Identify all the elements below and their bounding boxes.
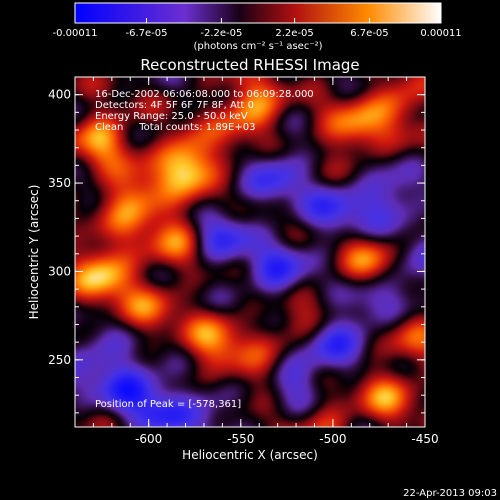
peak-position-label: Position of Peak = [-578,361] [95, 399, 241, 410]
y-tick-label: 300 [48, 264, 71, 278]
colorbar-ticks: -0.00011 -6.7e-05 -2.2e-05 2.2e-05 6.7e-05 0.… [53, 18, 462, 39]
colorbar-tick-label: -0.00011 [53, 28, 98, 39]
x-axis-label: Heliocentric X (arcsec) [182, 448, 318, 462]
x-tick-label: -450 [411, 432, 438, 446]
plot-frame [74, 76, 426, 428]
y-tick-label: 350 [48, 176, 71, 190]
annotation-energy-range: Energy Range: 25.0 - 50.0 keV [95, 111, 248, 122]
x-tick-label: -600 [135, 432, 162, 446]
x-tick-label: -500 [319, 432, 346, 446]
chart-title: Reconstructed RHESSI Image [140, 56, 359, 74]
y-axis-ticks: 250 300 350 400 [48, 76, 425, 414]
colorbar: -0.00011 -6.7e-05 -2.2e-05 2.2e-05 6.7e-05 0.… [53, 2, 462, 52]
colorbar-tick-label: -2.2e-05 [200, 28, 242, 39]
y-axis-label: Heliocentric Y (arcsec) [27, 185, 41, 320]
observation-annotations: 16-Dec-2002 06:06:08.000 to 06:09:28.000… [95, 89, 314, 133]
y-tick-label: 250 [48, 353, 71, 367]
annotation-clean-counts: Clean Total counts: 1.89E+03 [95, 122, 255, 133]
annotation-detectors: Detectors: 4F 5F 6F 7F 8F, Att 0 [95, 100, 254, 111]
x-tick-label: -550 [227, 432, 254, 446]
plot-area [75, 77, 425, 427]
x-axis-ticks: -600 -550 -500 -450 [74, 77, 439, 446]
footer-timestamp: 22-Apr-2013 09:03 [403, 488, 497, 499]
colorbar-tick-label: 0.00011 [420, 28, 461, 39]
colorbar-tick-label: 6.7e-05 [350, 28, 388, 39]
heatmap-image [75, 77, 425, 427]
y-tick-label: 400 [48, 88, 71, 102]
colorbar-tick-label: -6.7e-05 [126, 28, 168, 39]
annotation-time-range: 16-Dec-2002 06:06:08.000 to 06:09:28.000 [95, 89, 314, 100]
colorbar-tick-label: 2.2e-05 [275, 28, 313, 39]
colorbar-units-label: (photons cm⁻² s⁻¹ asec⁻²) [193, 41, 322, 52]
colorbar-gradient [74, 2, 442, 24]
